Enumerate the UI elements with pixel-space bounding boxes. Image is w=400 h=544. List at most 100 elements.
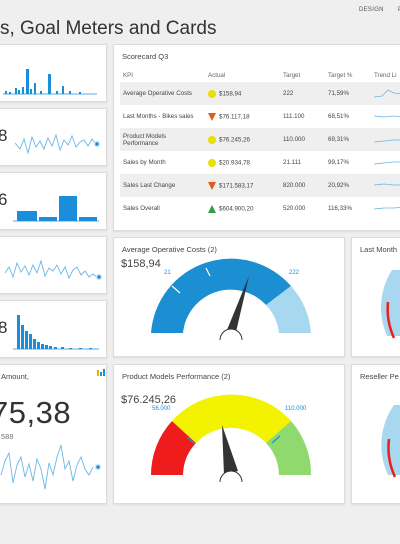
header-actual[interactable]: Actual <box>208 71 226 79</box>
row-actual: $20.934,78 <box>219 159 250 167</box>
row-target: 520.000 <box>283 205 306 212</box>
row-target: 21.111 <box>283 159 302 166</box>
header-kpi[interactable]: KPI <box>123 71 133 79</box>
amount-big-value: 75,38 <box>0 395 72 430</box>
trend-sparkline <box>373 139 400 142</box>
trend-sparkline <box>373 115 400 117</box>
up-triangle-icon <box>208 204 216 213</box>
amount-card[interactable]: Amount, 75,38 588 <box>0 364 107 504</box>
gauge-card-rp[interactable]: Reseller Pe <box>351 364 400 504</box>
row-actual-cell: $76.117,18 <box>205 105 280 128</box>
row-actual-cell: $604.900,20 <box>205 197 280 220</box>
down-triangle-icon <box>208 112 216 121</box>
gauge-lm-dial <box>381 270 400 339</box>
gauge-pmp-min-label: 56.000 <box>152 406 171 412</box>
table-row[interactable]: Sales Overall $604.900,20 520.000 116,33… <box>120 197 400 220</box>
row-kpi: Last Months - Bikes sales <box>123 113 194 120</box>
row-trend <box>371 151 400 174</box>
gauge-aoc-hub <box>219 328 243 341</box>
trend-sparkline <box>373 206 400 209</box>
row-pct: 69,31% <box>325 128 371 151</box>
gauge-card-pmp[interactable]: Product Models Performance (2) $76.245,2… <box>113 364 345 504</box>
table-row[interactable]: Sales by Month $20.934,78 21.111 99,17% <box>120 151 400 174</box>
gauge-aoc-dial: 21 222 <box>151 258 311 341</box>
row-pct: 99,17% <box>328 159 349 166</box>
row-actual: $76.117,18 <box>219 113 250 121</box>
row-actual: $604.900,20 <box>219 205 254 213</box>
gauge-pmp-band-red <box>151 421 196 475</box>
kpi-card-5-value: 8 <box>0 318 7 338</box>
row-trend <box>371 128 400 151</box>
row-target: 222 <box>280 82 325 105</box>
kpi-card-3-value: 6 <box>0 190 7 210</box>
kpi-card-2[interactable]: 8 <box>0 108 107 166</box>
table-row[interactable]: Last Months - Bikes sales $76.117,18 111… <box>120 105 400 128</box>
row-trend <box>371 82 400 105</box>
row-actual-cell: $76.245,26 <box>205 128 280 151</box>
kpi-card-4-sparkline <box>4 259 103 281</box>
gauge-aoc-target-label: 222 <box>289 270 300 276</box>
scorecard-header-row: KPI Actual Target Target % Trend Li <box>120 68 400 82</box>
header-trend[interactable]: Trend Li <box>374 71 397 79</box>
gauge-pmp-dial: 56.000 110.000 <box>151 394 312 483</box>
amount-card-title: Amount, <box>1 372 29 381</box>
row-trend <box>371 197 400 220</box>
gauge-aoc-title: Average Operative Costs (2) <box>122 245 217 254</box>
scorecard-card: Scorecard Q3 KPI Actual Target Target % … <box>113 44 400 231</box>
kpi-card-4[interactable] <box>0 236 107 294</box>
row-target: 111.100 <box>283 113 305 120</box>
yellow-circle-icon <box>208 158 216 167</box>
kpi-card-3[interactable]: 6 <box>0 172 107 230</box>
gauge-pmp-needle <box>222 425 238 475</box>
row-pct: 71,59% <box>325 82 371 105</box>
row-actual: $158,94 <box>219 90 242 98</box>
header-target[interactable]: Target <box>283 71 301 79</box>
kpi-card-3-bars <box>13 196 99 222</box>
gauge-card-aoc[interactable]: Average Operative Costs (2) $158,94 21 2… <box>113 237 345 357</box>
kpi-card-2-sparkline <box>14 133 101 155</box>
gauge-card-lm[interactable]: Last Month <box>351 237 400 357</box>
table-row[interactable]: Sales Last Change $171.583,17 820.000 20… <box>120 174 400 197</box>
gauge-lm-title: Last Month <box>360 245 398 254</box>
yellow-circle-icon <box>208 135 216 144</box>
gauge-aoc-band-actual <box>151 258 291 333</box>
row-kpi: Sales by Month <box>123 159 166 166</box>
gauge-rp-dial <box>381 405 400 478</box>
row-kpi: Average Operative Costs <box>120 82 205 105</box>
gauge-pmp-value: $76.245,26 <box>121 394 177 406</box>
row-actual: $171.583,17 <box>219 182 254 190</box>
header-target-pct[interactable]: Target % <box>328 71 353 79</box>
row-target: 820.000 <box>280 174 325 197</box>
gauge-rp-title: Reseller Pe <box>360 372 399 381</box>
scorecard-table: KPI Actual Target Target % Trend Li Aver… <box>120 68 400 220</box>
gauge-pmp-target-label: 110.000 <box>285 406 307 412</box>
gauge-pmp-band-yellow <box>172 394 291 443</box>
row-actual-cell: $171.583,17 <box>205 174 280 197</box>
page-title: s, Goal Meters and Cards <box>0 18 217 39</box>
trend-sparkline <box>373 183 400 185</box>
kpi-card-5[interactable]: 8 <box>0 300 107 358</box>
scorecard-title: Scorecard Q3 <box>122 52 169 61</box>
row-pct: 116,33% <box>328 205 352 212</box>
kpi-card-1[interactable] <box>0 44 107 102</box>
kpi-card-2-value: 8 <box>0 126 7 146</box>
amount-sub-value: 588 <box>1 432 14 441</box>
table-row[interactable]: Product Models Performance $76.245,26 11… <box>120 128 400 151</box>
bar-chart-icon[interactable] <box>0 365 107 504</box>
row-target: 110.000 <box>280 128 325 151</box>
row-kpi: Product Models Performance <box>120 128 205 151</box>
trend-sparkline <box>373 89 400 97</box>
gauge-pmp-title: Product Models Performance (2) <box>122 372 231 381</box>
down-triangle-icon <box>208 181 216 190</box>
row-kpi: Sales Overall <box>123 205 160 212</box>
partial-menu[interactable]: P <box>398 7 400 13</box>
gauge-aoc-value: $158,94 <box>121 258 161 270</box>
gauge-aoc-min-label: 21 <box>164 270 171 276</box>
table-row[interactable]: Average Operative Costs $158,94 222 71,5… <box>120 82 400 105</box>
row-kpi: Sales Last Change <box>120 174 205 197</box>
kpi-card-5-histogram <box>13 315 99 350</box>
gauge-aoc-needle <box>227 276 249 332</box>
row-trend <box>371 174 400 197</box>
design-menu[interactable]: DESIGN <box>359 7 384 13</box>
row-pct: 68,51% <box>328 113 349 120</box>
